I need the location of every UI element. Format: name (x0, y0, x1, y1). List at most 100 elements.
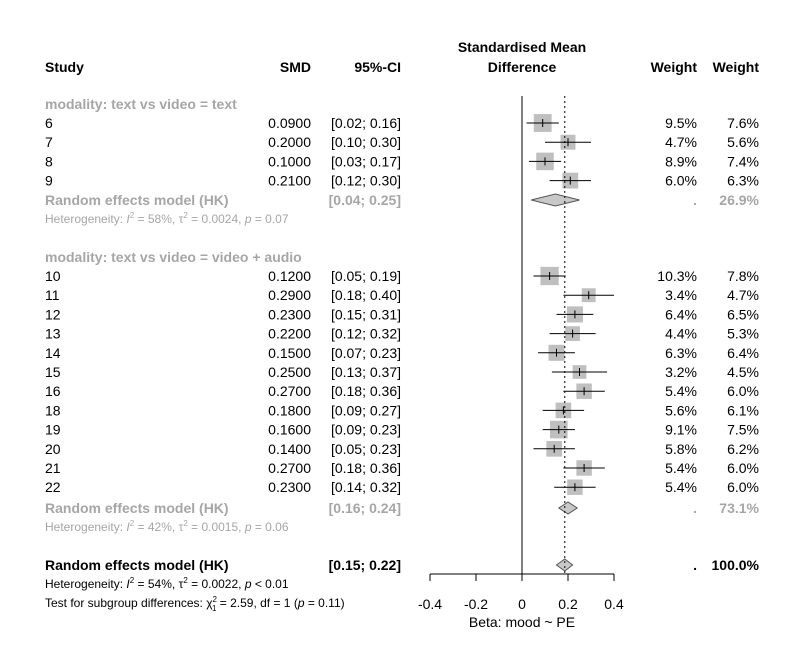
study-name: 13 (45, 326, 61, 342)
study-weight-common: 3.2% (665, 364, 697, 380)
overall-heterogeneity: Heterogeneity: I2 = 54%, τ2 = 0.0022, p … (45, 576, 289, 591)
header-smd: SMD (280, 59, 311, 75)
overall-diamond (555, 558, 574, 572)
study-weight-common: 9.1% (665, 422, 697, 438)
subgroup-model-label: Random effects model (HK) (45, 192, 229, 208)
subgroup-test: Test for subgroup differences: χ2 1 = 2.5… (45, 595, 345, 613)
study-name: 21 (45, 460, 61, 476)
study-ci: [0.12; 0.30] (331, 173, 401, 189)
subgroup-model-weight-random: 73.1% (719, 500, 759, 516)
header-plot-line1: Standardised Mean (458, 39, 586, 55)
subgroup-diamond (531, 193, 580, 207)
header-plot-line2: Difference (488, 59, 557, 75)
subgroup-label: modality: text vs video = video + audio (45, 249, 302, 265)
study-weight-random: 6.0% (727, 460, 759, 476)
study-smd: 0.2100 (268, 173, 311, 189)
study-name: 7 (45, 134, 53, 150)
study-weight-common: 6.4% (665, 306, 697, 322)
x-tick-label: -0.2 (464, 596, 488, 612)
study-weight-random: 4.7% (727, 287, 759, 303)
study-name: 16 (45, 383, 61, 399)
study-weight-common: 9.5% (665, 115, 697, 131)
study-weight-common: 6.3% (665, 345, 697, 361)
study-ci: [0.02; 0.16] (331, 115, 401, 131)
study-weight-random: 6.2% (727, 441, 759, 457)
study-weight-common: 4.7% (665, 134, 697, 150)
study-smd: 0.2900 (268, 287, 311, 303)
study-name: 15 (45, 364, 61, 380)
subgroup-model-ci: [0.16; 0.24] (329, 500, 401, 516)
study-name: 6 (45, 115, 53, 131)
study-weight-random: 7.6% (727, 115, 759, 131)
study-weight-random: 6.5% (727, 306, 759, 322)
study-name: 20 (45, 441, 61, 457)
header-weight-common: Weight (651, 59, 698, 75)
x-tick-label: -0.4 (418, 596, 442, 612)
study-smd: 0.2300 (268, 479, 311, 495)
subgroup-model-weight-common: . (693, 500, 697, 516)
study-weight-common: 10.3% (657, 268, 697, 284)
study-weight-common: 5.4% (665, 383, 697, 399)
study-weight-random: 7.4% (727, 153, 759, 169)
study-smd: 0.1400 (268, 441, 311, 457)
x-tick-label: 0 (518, 596, 526, 612)
study-weight-random: 6.4% (727, 345, 759, 361)
study-ci: [0.14; 0.32] (331, 479, 401, 495)
study-ci: [0.13; 0.37] (331, 364, 401, 380)
study-smd: 0.2700 (268, 460, 311, 476)
study-weight-common: 5.4% (665, 460, 697, 476)
study-smd: 0.0900 (268, 115, 311, 131)
x-tick-label: 0.4 (604, 596, 624, 612)
study-name: 18 (45, 402, 61, 418)
header-study: Study (45, 59, 84, 75)
study-smd: 0.2500 (268, 364, 311, 380)
subgroup-model-ci: [0.04; 0.25] (329, 192, 401, 208)
study-name: 22 (45, 479, 61, 495)
study-weight-random: 5.6% (727, 134, 759, 150)
study-name: 8 (45, 153, 53, 169)
study-name: 12 (45, 306, 61, 322)
overall-model-ci: [0.15; 0.22] (329, 557, 401, 573)
study-weight-random: 4.5% (727, 364, 759, 380)
header-weight-random: Weight (713, 59, 760, 75)
study-smd: 0.2000 (268, 134, 311, 150)
study-name: 19 (45, 422, 61, 438)
study-ci: [0.03; 0.17] (331, 153, 401, 169)
study-name: 10 (45, 268, 61, 284)
study-smd: 0.1200 (268, 268, 311, 284)
plot-marks (521, 96, 614, 574)
study-ci: [0.05; 0.19] (331, 268, 401, 284)
subgroup-diamond (557, 501, 579, 515)
study-weight-common: 3.4% (665, 287, 697, 303)
subgroup-heterogeneity: Heterogeneity: I2 = 58%, τ2 = 0.0024, p … (45, 211, 289, 226)
study-weight-random: 7.8% (727, 268, 759, 284)
study-name: 14 (45, 345, 61, 361)
study-weight-common: 6.0% (665, 173, 697, 189)
study-ci: [0.18; 0.36] (331, 460, 401, 476)
subgroup-model-weight-common: . (693, 192, 697, 208)
study-weight-common: 4.4% (665, 326, 697, 342)
study-ci: [0.09; 0.23] (331, 422, 401, 438)
study-weight-random: 6.3% (727, 173, 759, 189)
study-smd: 0.1600 (268, 422, 311, 438)
study-weight-random: 6.1% (727, 402, 759, 418)
study-ci: [0.09; 0.27] (331, 402, 401, 418)
study-ci: [0.12; 0.32] (331, 326, 401, 342)
overall-model-weight-random: 100.0% (712, 557, 760, 573)
study-smd: 0.2200 (268, 326, 311, 342)
study-smd: 0.1800 (268, 402, 311, 418)
study-ci: [0.05; 0.23] (331, 441, 401, 457)
study-ci: [0.10; 0.30] (331, 134, 401, 150)
subgroup-model-weight-random: 26.9% (719, 192, 759, 208)
study-ci: [0.18; 0.36] (331, 383, 401, 399)
subgroup-label: modality: text vs video = text (45, 96, 237, 112)
study-weight-common: 5.6% (665, 402, 697, 418)
study-ci: [0.07; 0.23] (331, 345, 401, 361)
table-rows: modality: text vs video = text 6 0.0900 [0.… (45, 96, 760, 573)
x-axis: -0.4 -0.2 0 0.2 0.4 (418, 573, 624, 612)
study-name: 11 (45, 287, 60, 303)
study-weight-random: 6.0% (727, 383, 759, 399)
overall-model-weight-common: . (693, 557, 697, 573)
